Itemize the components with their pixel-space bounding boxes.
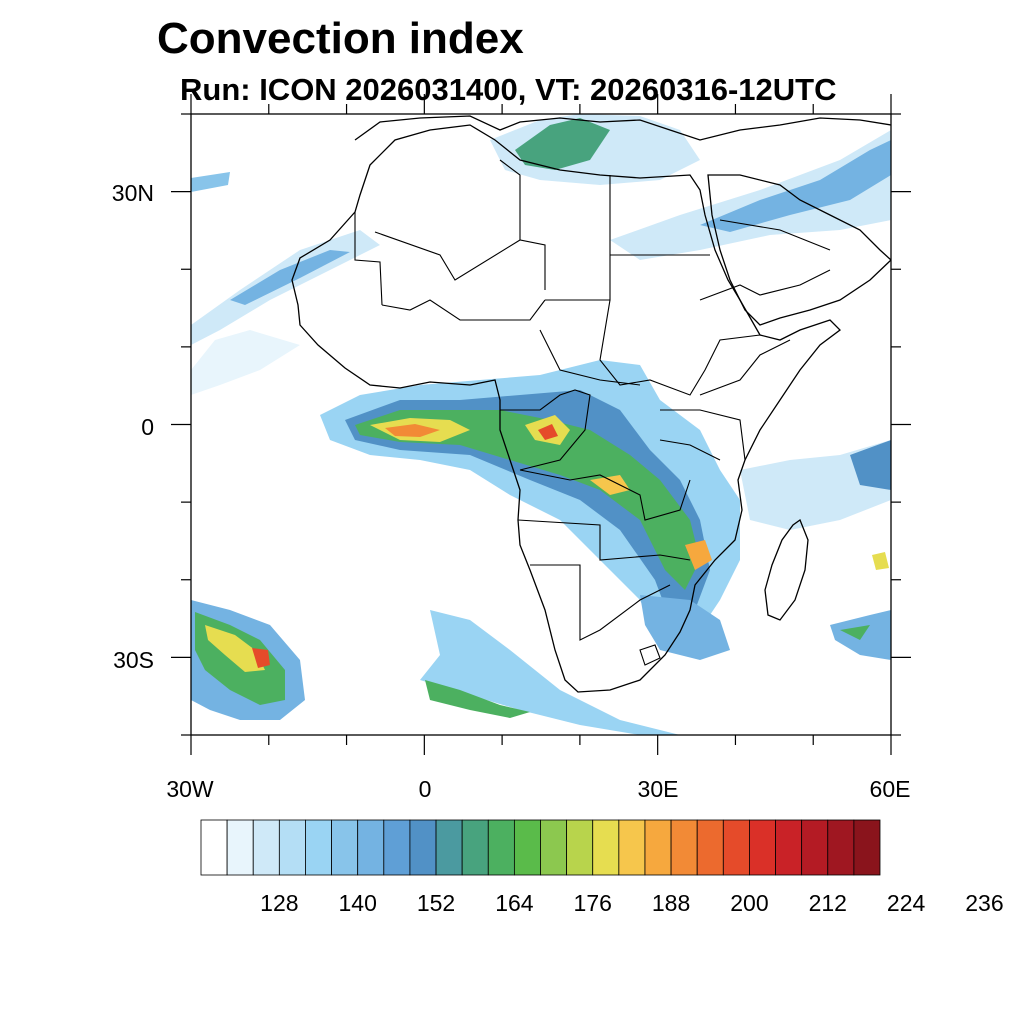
country-borders [354,159,831,666]
colorbar-swatch [487,819,515,876]
colorbar-swatch [540,819,568,876]
field-madagascar-east-core [840,625,870,640]
africa-coastline [291,124,841,693]
border-8 [539,329,641,386]
field-drc-yellow [590,475,630,495]
colorbar-swatch [618,819,646,876]
field-equatorial-mid [345,390,710,620]
lon-label-60e: 60E [869,776,911,802]
colorbar-swatch [853,819,881,876]
colorbar-swatch [513,819,541,876]
colorbar-swatch [644,819,672,876]
chart-title: Convection index [157,14,524,63]
lon-label-0: 0 [418,776,432,802]
field-s-atlantic-band [420,610,680,735]
colorbar-swatch [305,819,332,876]
colorbar-swatch [592,819,620,876]
colorbar-label: 212 [809,890,847,916]
border-1 [354,212,383,306]
colorbar-label: 200 [730,890,768,916]
map-ticks [171,94,911,755]
lon-label-30w: 30W [166,776,214,802]
colorbar-label: 224 [887,890,926,916]
border-11 [517,519,691,561]
field-se-indian-core [850,440,891,490]
colorbar-swatch [827,819,855,876]
colorbar-swatch [722,819,750,876]
colorbar-swatch [383,819,411,876]
field-atlantic-west [191,330,300,395]
europe-coastline [354,115,891,141]
border-12 [530,564,671,641]
colorbar-label: 188 [652,890,690,916]
border-9 [500,389,591,471]
lat-label-30s: 30S [113,647,154,673]
field-sw-atlantic-yellow [205,625,265,672]
border-2 [374,231,546,290]
lat-label-0: 0 [141,414,154,440]
colorbar-swatch [775,819,803,876]
colorbar-label: 152 [417,890,455,916]
border-7 [599,299,761,396]
colorbar-swatch [435,819,463,876]
colorbar-swatch [357,819,385,876]
colorbar-swatch [226,819,254,876]
colorbar-label: 236 [965,890,1003,916]
colorbar-swatch [252,819,280,876]
colorbar-swatch [278,819,306,876]
border-3 [499,159,521,240]
field-nw-top [191,172,230,192]
arabia-coastline [707,174,891,326]
border-18 [719,219,831,251]
lon-label-30e: 30E [637,776,679,802]
border-16 [639,644,661,666]
colorbar-label: 140 [339,890,377,916]
colorbar-swatch [200,819,228,876]
field-equatorial-orange [385,424,440,437]
field-nw-band-core [230,250,350,305]
madagascar-coastline [764,518,809,621]
border-15 [659,439,721,461]
field-mideast [610,130,891,260]
field-s-africa [640,595,730,660]
map-area [191,114,891,735]
colorbar-swatch [696,819,724,876]
field-mideast-core [700,140,891,232]
field-moz-yellow [685,540,712,570]
colorbar-swatch [801,819,829,876]
convection-field [191,114,891,735]
chart-subtitle: Run: ICON 2026031400, VT: 20260316-12UTC [180,72,837,107]
colorbar-label: 176 [574,890,612,916]
colorbar-swatch [461,819,489,876]
colorbar-swatch [409,819,437,876]
border-6 [381,299,546,321]
border-10 [519,469,691,521]
field-far-east-yellow [872,552,889,570]
coastlines [291,115,891,693]
border-17 [699,269,831,301]
colorbar: 128 140 152 164 176 188 200 212 224 236 [200,819,1004,916]
colorbar-swatch [749,819,776,876]
lat-label-30n: 30N [111,180,154,206]
colorbar-swatch [331,819,359,876]
colorbar-swatch [670,819,698,876]
field-congo-red [538,424,558,440]
colorbar-label: 164 [495,890,534,916]
border-14 [699,339,791,396]
border-13 [660,409,746,461]
colorbar-swatch [566,819,594,876]
field-equatorial-green [355,410,700,590]
field-med-core [515,118,610,170]
field-s-atlantic-core [425,680,530,718]
field-sw-atlantic-red [252,648,270,668]
colorbar-label: 128 [260,890,298,916]
